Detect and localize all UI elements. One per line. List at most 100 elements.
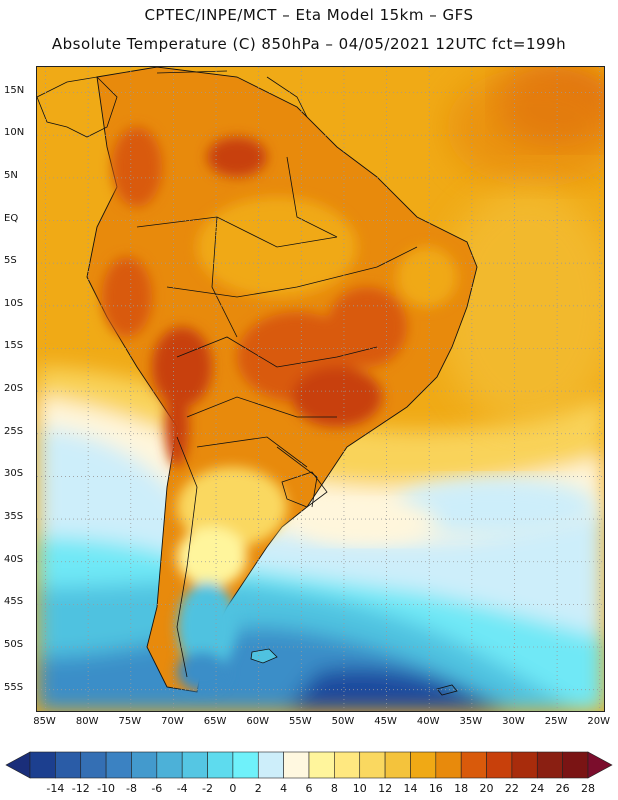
la-plata — [281, 471, 328, 508]
colorbar-tick-label: -8 — [125, 782, 137, 795]
temperature-map — [36, 66, 605, 712]
south-america — [86, 67, 478, 696]
lat-tick-label: 40S — [4, 553, 24, 565]
colorbar-swatch — [334, 751, 361, 779]
map-title: CPTEC/INPE/MCT – Eta Model 15km – GFS — [144, 6, 474, 24]
colorbar-tick-label: -14 — [46, 782, 65, 795]
map-canvas — [37, 67, 604, 711]
colorbar-tick-label: -6 — [151, 782, 163, 795]
south-georgia — [436, 684, 458, 696]
lon-tick-label: 35W — [459, 716, 483, 727]
lat-tick-label: 10S — [4, 297, 24, 309]
country-borders — [136, 156, 418, 678]
colorbar-tick-label: -12 — [71, 782, 90, 795]
lat-tick-label: EQ — [4, 212, 19, 224]
border-5 — [196, 436, 308, 468]
falklands — [250, 648, 278, 664]
lon-tick-label: 45W — [374, 716, 397, 727]
colorbar-swatch — [257, 751, 284, 779]
lon-tick-label: 85W — [33, 716, 56, 727]
lat-tick-label: 55S — [4, 681, 24, 693]
colorbar-swatch — [435, 751, 462, 779]
lon-tick-label: 65W — [203, 716, 227, 727]
colorbar-swatch — [80, 751, 107, 779]
map-grid — [37, 67, 604, 711]
map-subtitle: Absolute Temperature (C) 850hPa – 04/05/… — [51, 35, 567, 53]
colorbar-tick-label: 16 — [428, 782, 443, 795]
lat-tick-label: 5S — [4, 255, 17, 267]
lat-tick-label: 15S — [4, 340, 24, 352]
lon-tick-label: 70W — [161, 716, 184, 727]
colorbar-swatch — [55, 751, 82, 779]
colorbar-tick-label: 14 — [403, 782, 418, 795]
lat-tick-label: 45S — [4, 596, 24, 608]
colorbar-tick-label: 22 — [504, 782, 519, 795]
colorbar-tick-label: 4 — [280, 782, 288, 795]
lon-tick-label: 50W — [331, 716, 355, 727]
hot-andes-north — [112, 127, 162, 207]
colorbar — [5, 751, 613, 779]
lat-tick-label: 25S — [4, 425, 24, 437]
border-1 — [136, 216, 338, 248]
lon-tick-label: 60W — [246, 716, 269, 727]
hot-bolivia — [152, 327, 212, 407]
lon-tick-label: 75W — [118, 716, 142, 727]
colorbar-tick-label: -4 — [176, 782, 188, 795]
lon-tick-label: 80W — [75, 716, 99, 727]
hot-east-brazil — [327, 287, 407, 367]
cyan-lobe-east — [397, 477, 597, 537]
colorbar-tick-label: -10 — [97, 782, 116, 795]
colorbar-tick-label: 2 — [254, 782, 262, 795]
colorbar-swatch — [562, 751, 589, 779]
colorbar-swatch — [207, 751, 234, 779]
cream-lobe-east — [297, 500, 437, 544]
warm-northeast-brazil — [397, 247, 457, 307]
lat-tick-label: 50S — [4, 639, 24, 651]
colorbar-tick-label: 28 — [581, 782, 595, 795]
hot-venezuela — [207, 137, 267, 177]
colorbar-swatch — [410, 751, 437, 779]
hot-southeast — [292, 367, 382, 427]
blue-tierra — [177, 652, 227, 692]
lat-tick-label: 30S — [4, 468, 24, 480]
hot-peru — [102, 257, 152, 337]
cyan-patagonia — [177, 582, 237, 672]
lat-tick-label: 20S — [4, 383, 24, 395]
colorbar-swatch — [181, 751, 208, 779]
border-6 — [211, 216, 238, 338]
colorbar-swatch — [283, 751, 310, 779]
colorbar-swatch — [536, 751, 563, 779]
colorbar-swatch — [486, 751, 513, 779]
colorbar-swatch — [156, 751, 183, 779]
colorbar-swatch — [308, 751, 335, 779]
border-9 — [276, 446, 318, 508]
colorbar-tick-label: 6 — [305, 782, 313, 795]
lon-tick-label: 55W — [289, 716, 312, 727]
cool-argentina — [177, 467, 287, 547]
border-7 — [286, 156, 338, 238]
colorbar-swatch — [460, 751, 487, 779]
lon-tick-label: 40W — [416, 716, 440, 727]
border-2 — [166, 246, 418, 298]
lat-tick-label: 15N — [4, 84, 25, 96]
colorbar-tick-label: 8 — [330, 782, 338, 795]
border-4 — [186, 396, 337, 418]
colorbar-tick-label: 0 — [229, 782, 237, 795]
colorbar-tick-label: -2 — [202, 782, 214, 795]
colorbar-tick-label: 20 — [479, 782, 494, 795]
lat-tick-label: 5N — [4, 169, 18, 181]
lon-tick-label: 20W — [587, 716, 611, 727]
border-3 — [176, 336, 378, 368]
colorbar-over-triangle — [587, 751, 613, 779]
colorbar-tick-label: 24 — [530, 782, 545, 795]
colorbar-tick-label: 10 — [352, 782, 367, 795]
colorbar-swatch — [29, 751, 56, 779]
lat-tick-label: 35S — [4, 511, 24, 523]
lat-tick-label: 10N — [4, 127, 25, 139]
colorbar-swatch — [232, 751, 259, 779]
colorbar-swatch — [359, 751, 386, 779]
warm-northeast — [447, 67, 604, 187]
lon-tick-label: 25W — [544, 716, 568, 727]
cream-patagonia-north — [177, 527, 247, 587]
colorbar-tick-label: 12 — [378, 782, 393, 795]
